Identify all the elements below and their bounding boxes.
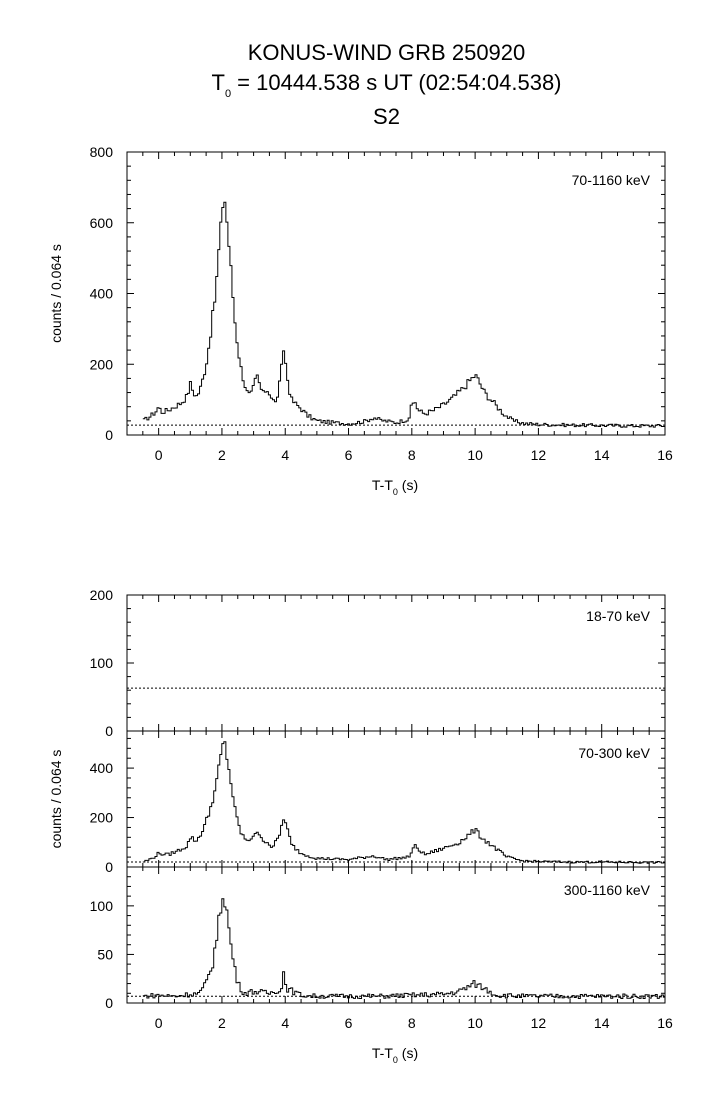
y-tick-label: 800 (90, 144, 114, 160)
panel-frame-1 (126, 594, 666, 732)
y-tick-label: 400 (90, 286, 114, 302)
lightcurve-series (142, 201, 665, 428)
y-tick-label: 0 (105, 723, 113, 739)
x-tick-label: 6 (345, 447, 353, 463)
x-tick-label: 2 (218, 447, 226, 463)
chart-title: KONUS-WIND GRB 250920 (247, 40, 526, 65)
t0-subscript: 0 (224, 88, 232, 100)
x-tick-label: 14 (594, 447, 610, 463)
y-tick-label: 50 (97, 946, 113, 962)
panel-energy-label: 300-1160 keV (564, 882, 651, 898)
panel-energy-label: 70-300 keV (578, 745, 650, 761)
x-tick-label: 8 (408, 447, 416, 463)
x-tick-label: 12 (531, 1015, 547, 1031)
x-tick-label: 10 (467, 447, 483, 463)
x-axis-title: T-T0 (s) (372, 477, 418, 497)
lightcurve-series (142, 898, 665, 999)
x-tick-label: 16 (657, 447, 673, 463)
x-tick-label: 16 (657, 1015, 673, 1031)
y-tick-label: 200 (90, 356, 114, 372)
x-axis-title: T-T0 (s) (372, 1045, 418, 1065)
y-tick-label: 200 (90, 587, 114, 603)
x-tick-label: 0 (155, 1015, 163, 1031)
x-tick-label: 2 (218, 1015, 226, 1031)
y-tick-label: 0 (105, 859, 113, 875)
y-tick-label: 400 (90, 760, 114, 776)
y-tick-label: 200 (90, 810, 114, 826)
detector-label: S2 (373, 104, 400, 129)
panel-energy-label: 18-70 keV (586, 608, 650, 624)
trigger-time-value: = 10444.538 s UT (02:54:04.538) (231, 70, 562, 95)
y-tick-label: 600 (90, 215, 114, 231)
y-axis-title: counts / 0.064 s (48, 244, 64, 343)
panel-energy-label: 70-1160 keV (572, 172, 651, 188)
x-tick-label: 12 (531, 447, 547, 463)
x-tick-label: 6 (345, 1015, 353, 1031)
x-tick-label: 8 (408, 1015, 416, 1031)
y-axis-title: counts / 0.064 s (48, 750, 64, 849)
y-tick-label: 0 (105, 427, 113, 443)
x-tick-label: 10 (467, 1015, 483, 1031)
y-tick-label: 0 (105, 995, 113, 1011)
trigger-time-line: T0 = 10444.538 s UT (02:54:04.538) (0, 70, 717, 100)
panel-frame-0 (126, 151, 666, 436)
x-tick-label: 0 (155, 447, 163, 463)
t0-symbol: T (211, 70, 225, 95)
x-tick-label: 4 (281, 447, 289, 463)
x-tick-label: 14 (594, 1015, 610, 1031)
lightcurve-series (142, 741, 665, 864)
y-tick-label: 100 (90, 898, 114, 914)
x-tick-label: 4 (281, 1015, 289, 1031)
y-tick-label: 100 (90, 655, 114, 671)
